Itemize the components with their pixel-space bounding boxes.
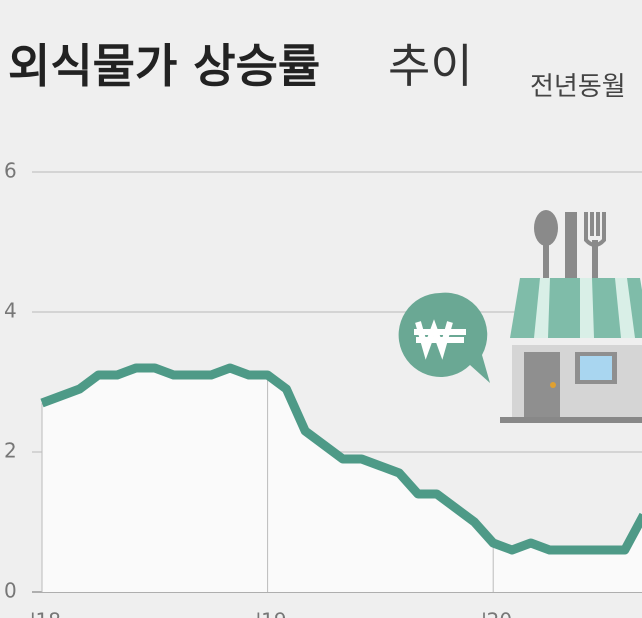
area — [42, 368, 642, 592]
x-tick-label: '19 — [256, 609, 287, 618]
y-tick-label: 2 — [4, 439, 17, 463]
y-tick-label: 0 — [4, 579, 17, 603]
x-tick-label: '20 — [481, 609, 512, 618]
chart-title: 외식물가 상승률 — [8, 39, 320, 93]
illustration — [398, 210, 642, 423]
x-tick-label: '18 — [30, 609, 61, 618]
chart-subtitle: 전년동월 — [530, 72, 626, 102]
series-line — [40, 363, 642, 555]
chart-title-suffix: 추이 — [388, 39, 473, 93]
y-tick-label: 6 — [4, 159, 17, 183]
y-tick-label: 4 — [4, 299, 17, 323]
